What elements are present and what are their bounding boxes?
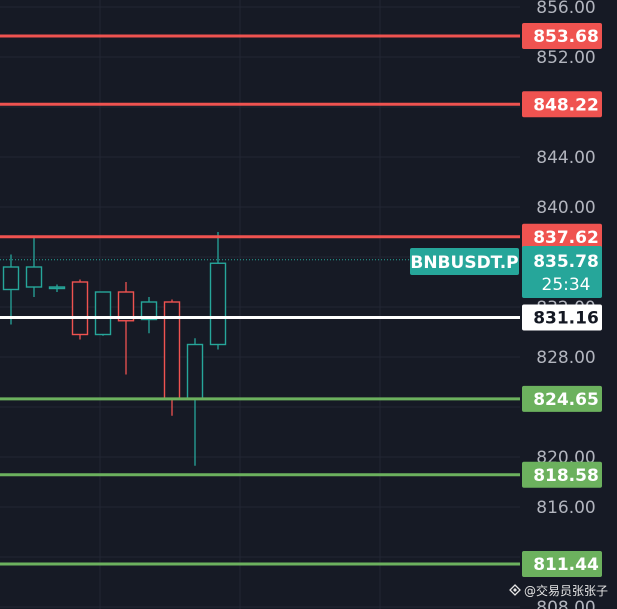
candle-body	[209, 262, 227, 346]
symbol-label: BNBUSDT.P	[410, 253, 518, 273]
price-level-box	[522, 461, 602, 488]
price-level-label: 848.22	[533, 95, 599, 115]
candle	[2, 254, 20, 325]
price-level-box	[522, 385, 602, 412]
current-price-tag: BNBUSDT.P 835.78 25:34	[410, 246, 602, 298]
price-level-label: 824.65	[533, 390, 599, 410]
y-tick-label: 816.00	[536, 498, 595, 518]
price-level-lines[interactable]	[0, 34, 520, 566]
candle-body	[94, 291, 112, 336]
price-level-label: 811.44	[533, 555, 599, 575]
y-tick-label: 856.00	[536, 0, 595, 18]
candles	[2, 232, 227, 466]
candle	[94, 291, 112, 336]
y-tick-label: 828.00	[536, 348, 595, 368]
price-level-box	[522, 91, 602, 118]
candle-body	[48, 286, 66, 290]
y-tick-label: 852.00	[536, 48, 595, 68]
diamond-icon	[509, 584, 521, 596]
candle-body	[140, 301, 158, 321]
price-level-label: 837.62	[533, 228, 599, 248]
candle	[140, 297, 158, 334]
candle-body	[25, 266, 43, 288]
candle	[25, 237, 43, 297]
price-level-label: 853.68	[533, 27, 599, 47]
current-price-box	[522, 246, 602, 298]
symbol-tag-bg	[410, 248, 519, 275]
countdown-label: 25:34	[542, 275, 591, 295]
y-tick-label: 840.00	[536, 198, 595, 218]
price-level-label: 818.58	[533, 466, 599, 486]
candle-body	[71, 281, 89, 336]
watermark: @交易员张张子	[509, 583, 608, 598]
price-level-label: 831.16	[533, 309, 599, 329]
price-level-box	[522, 223, 602, 250]
candle	[48, 284, 66, 292]
price-level-box	[522, 23, 602, 49]
candle	[117, 282, 135, 375]
price-level-box	[522, 551, 602, 577]
candle-body	[117, 291, 135, 322]
candle	[71, 279, 89, 340]
candle	[209, 232, 227, 350]
price-level-labels: 853.68 848.22 837.62 831.16 824.65 818.58 811.…	[522, 23, 602, 577]
candle-body	[2, 266, 20, 291]
candle-body	[186, 343, 204, 399]
y-tick-label: 844.00	[536, 148, 595, 168]
y-tick-label: 808.00	[536, 598, 595, 609]
watermark-text: @交易员张张子	[524, 583, 608, 598]
current-price-label: 835.78	[533, 252, 599, 272]
price-level-box	[522, 304, 602, 331]
